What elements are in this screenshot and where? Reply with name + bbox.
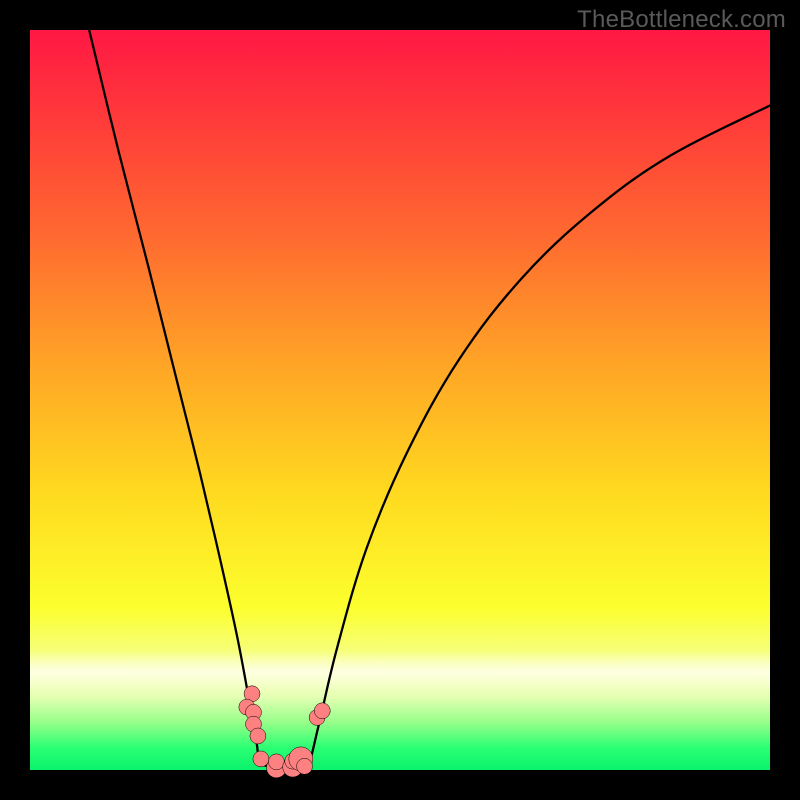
chart-frame: TheBottleneck.com bbox=[0, 0, 800, 800]
marker-dot bbox=[314, 703, 330, 719]
chart-svg bbox=[30, 30, 770, 770]
marker-dot bbox=[253, 751, 269, 767]
marker-dot bbox=[250, 728, 266, 744]
marker-dot bbox=[297, 758, 313, 774]
plot-area bbox=[30, 30, 770, 770]
v-curve-path bbox=[89, 30, 770, 769]
marker-dot bbox=[268, 754, 284, 770]
